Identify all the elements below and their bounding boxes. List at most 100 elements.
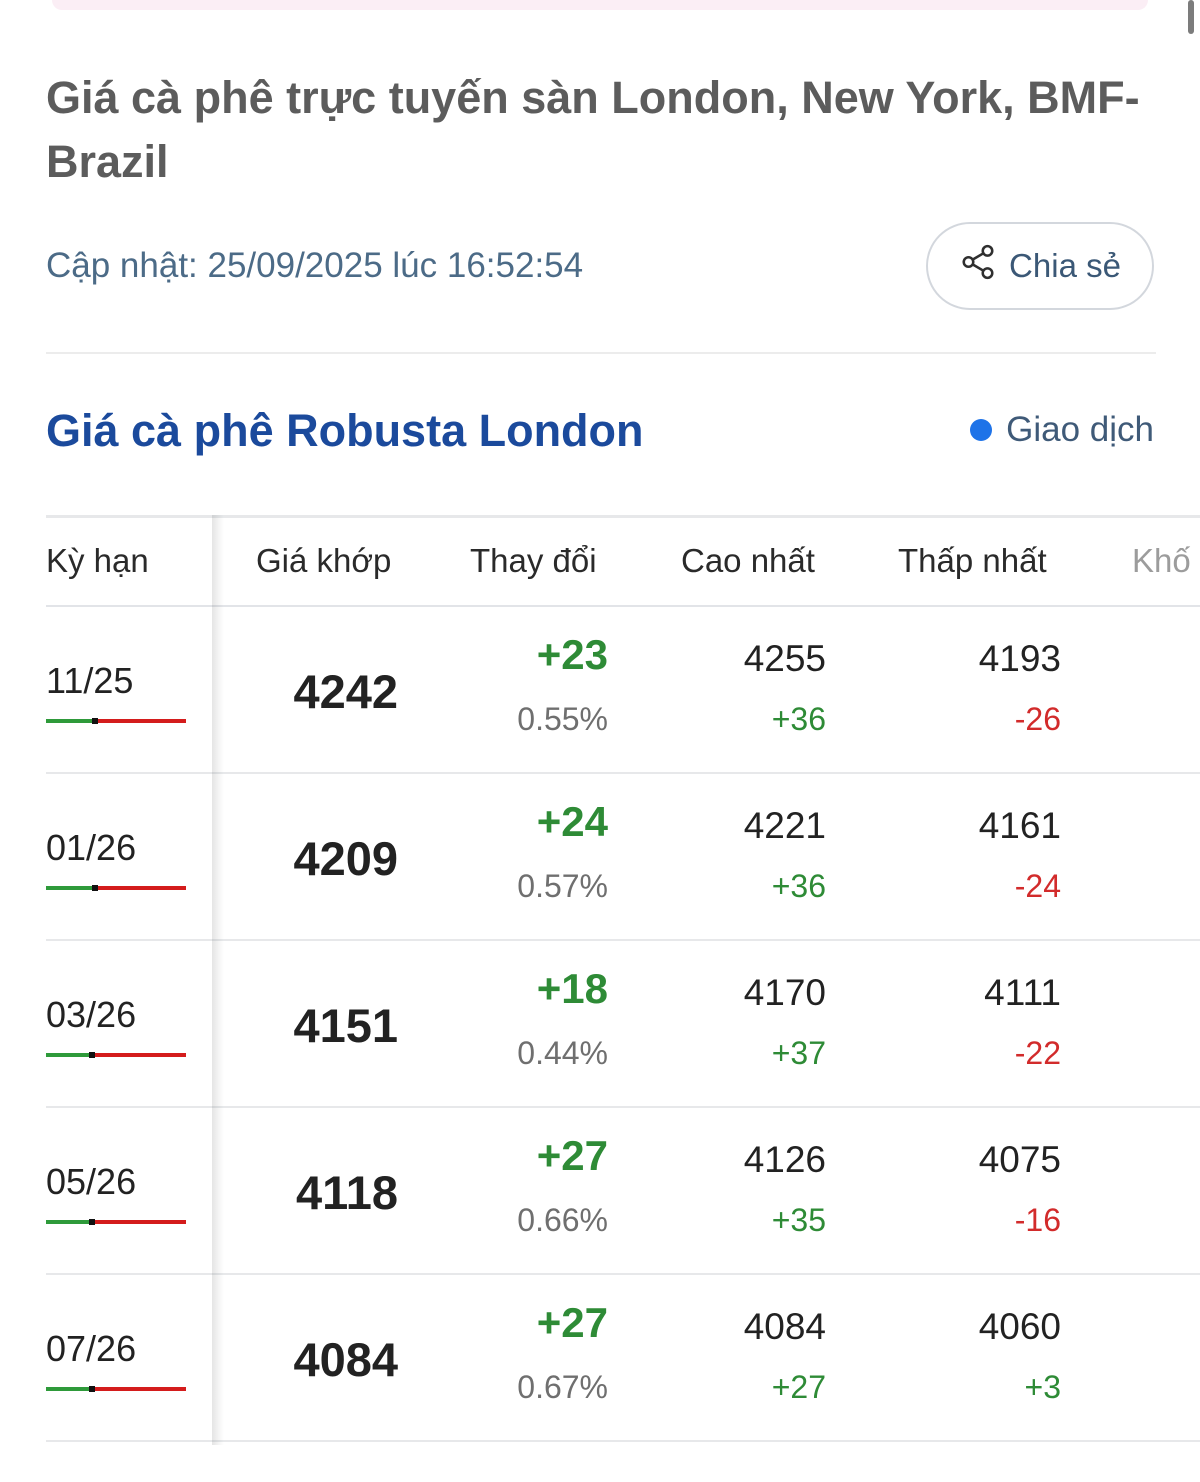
match-price: 4084: [293, 1333, 398, 1386]
change-percent: 0.44%: [517, 1035, 608, 1071]
low-diff: +3: [1024, 1369, 1061, 1405]
day-range-bar: [46, 885, 186, 891]
change-cell: +24 0.57%: [398, 774, 608, 941]
price-cell: 4151: [216, 941, 398, 1108]
range-bar-green: [46, 719, 95, 723]
day-range-bar: [46, 718, 186, 724]
change-cell: +27 0.67%: [398, 1275, 608, 1442]
high-value: 4221: [743, 805, 826, 846]
change-cell: +27 0.66%: [398, 1108, 608, 1275]
high-value: 4084: [743, 1306, 826, 1347]
divider: [46, 352, 1156, 354]
row-divider: [46, 1273, 1200, 1275]
range-bar-marker: [92, 885, 98, 891]
low-value: 4075: [978, 1139, 1061, 1180]
header-underline: [46, 605, 1200, 607]
high-cell: 4255 +36: [608, 607, 826, 774]
low-cell: 4075 -16: [826, 1108, 1061, 1275]
day-range-bar: [46, 1219, 186, 1225]
table-row[interactable]: 07/26 4084 +27 0.67% 4084 +27 4060 +3: [46, 1275, 1200, 1442]
low-cell: 4111 -22: [826, 941, 1061, 1108]
range-bar-marker: [89, 1052, 95, 1058]
day-range-bar: [46, 1052, 186, 1058]
change-cell: +23 0.55%: [398, 607, 608, 774]
change-percent: 0.67%: [517, 1369, 608, 1405]
low-value: 4111: [984, 972, 1061, 1013]
scrollbar[interactable]: [1188, 0, 1194, 34]
low-cell: 4161 -24: [826, 774, 1061, 941]
price-cell: 4242: [216, 607, 398, 774]
change-value: +27: [536, 1299, 608, 1346]
change-value: +23: [536, 631, 608, 678]
section-title: Giá cà phê Robusta London: [46, 405, 644, 456]
match-price: 4242: [293, 665, 398, 718]
low-diff: -16: [1014, 1202, 1061, 1238]
high-value: 4170: [743, 972, 826, 1013]
term-label: 07/26: [46, 1328, 137, 1369]
change-value: +27: [536, 1132, 608, 1179]
range-bar-marker: [89, 1219, 95, 1225]
low-value: 4161: [978, 805, 1061, 846]
low-cell: 4060 +3: [826, 1275, 1061, 1442]
row-divider: [46, 1440, 1200, 1442]
price-table[interactable]: Kỳ hạn Giá khớp Thay đổi Cao nhất Thấp n…: [46, 515, 1200, 1445]
change-percent: 0.57%: [517, 868, 608, 904]
row-divider: [46, 772, 1200, 774]
change-value: +18: [536, 965, 608, 1012]
range-bar-green: [46, 1053, 92, 1057]
high-value: 4126: [743, 1139, 826, 1180]
table-top-border: [46, 515, 1200, 518]
range-bar-marker: [89, 1386, 95, 1392]
range-bar-green: [46, 1220, 92, 1224]
change-percent: 0.55%: [517, 701, 608, 737]
table-row[interactable]: 03/26 4151 +18 0.44% 4170 +37 4111 -22: [46, 941, 1200, 1108]
high-diff: +36: [771, 868, 826, 904]
share-button[interactable]: Chia sẻ: [926, 222, 1154, 310]
match-price: 4209: [293, 832, 398, 885]
update-timestamp: Cập nhật: 25/09/2025 lúc 16:52:54: [46, 246, 584, 285]
low-diff: -22: [1014, 1035, 1061, 1071]
match-price: 4151: [293, 999, 398, 1052]
low-value: 4193: [978, 638, 1061, 679]
change-cell: +18 0.44%: [398, 941, 608, 1108]
low-value: 4060: [978, 1306, 1061, 1347]
header-high: Cao nhất: [681, 542, 815, 579]
term-label: 03/26: [46, 994, 137, 1035]
day-range-bar: [46, 1386, 186, 1392]
range-bar-marker: [92, 718, 98, 724]
term-label: 11/25: [46, 660, 134, 701]
status-label: Giao dịch: [1006, 410, 1154, 449]
sticky-column-shadow: [212, 515, 224, 1445]
match-price: 4118: [296, 1166, 398, 1219]
low-diff: -26: [1014, 701, 1061, 737]
price-cell: 4118: [216, 1108, 398, 1275]
low-cell: 4193 -26: [826, 607, 1061, 774]
high-cell: 4126 +35: [608, 1108, 826, 1275]
status-dot-icon: [970, 419, 993, 441]
high-diff: +37: [771, 1035, 826, 1071]
header-change: Thay đổi: [470, 542, 597, 579]
term-label: 05/26: [46, 1161, 137, 1202]
high-cell: 4221 +36: [608, 774, 826, 941]
high-cell: 4170 +37: [608, 941, 826, 1108]
share-icon: [959, 243, 997, 289]
table-header: Kỳ hạn Giá khớp Thay đổi Cao nhất Thấp n…: [46, 515, 1200, 607]
high-value: 4255: [743, 638, 826, 679]
high-cell: 4084 +27: [608, 1275, 826, 1442]
range-bar-green: [46, 886, 95, 890]
row-divider: [46, 939, 1200, 941]
table-row[interactable]: 01/26 4209 +24 0.57% 4221 +36 4161 -24: [46, 774, 1200, 941]
high-diff: +36: [771, 701, 826, 737]
price-cell: 4209: [216, 774, 398, 941]
header-low: Thấp nhất: [898, 542, 1047, 579]
page-title: Giá cà phê trực tuyến sàn London, New Yo…: [46, 72, 1140, 187]
change-value: +24: [536, 798, 608, 845]
table-row[interactable]: 05/26 4118 +27 0.66% 4126 +35 4075 -16: [46, 1108, 1200, 1275]
range-bar-green: [46, 1387, 92, 1391]
table-row[interactable]: 11/25 4242 +23 0.55% 4255 +36 4193 -26: [46, 607, 1200, 774]
row-divider: [46, 1106, 1200, 1108]
header-price: Giá khớp: [256, 542, 392, 579]
trading-status: Giao dịch: [970, 410, 1154, 450]
change-percent: 0.66%: [517, 1202, 608, 1238]
share-label: Chia sẻ: [1009, 247, 1121, 284]
